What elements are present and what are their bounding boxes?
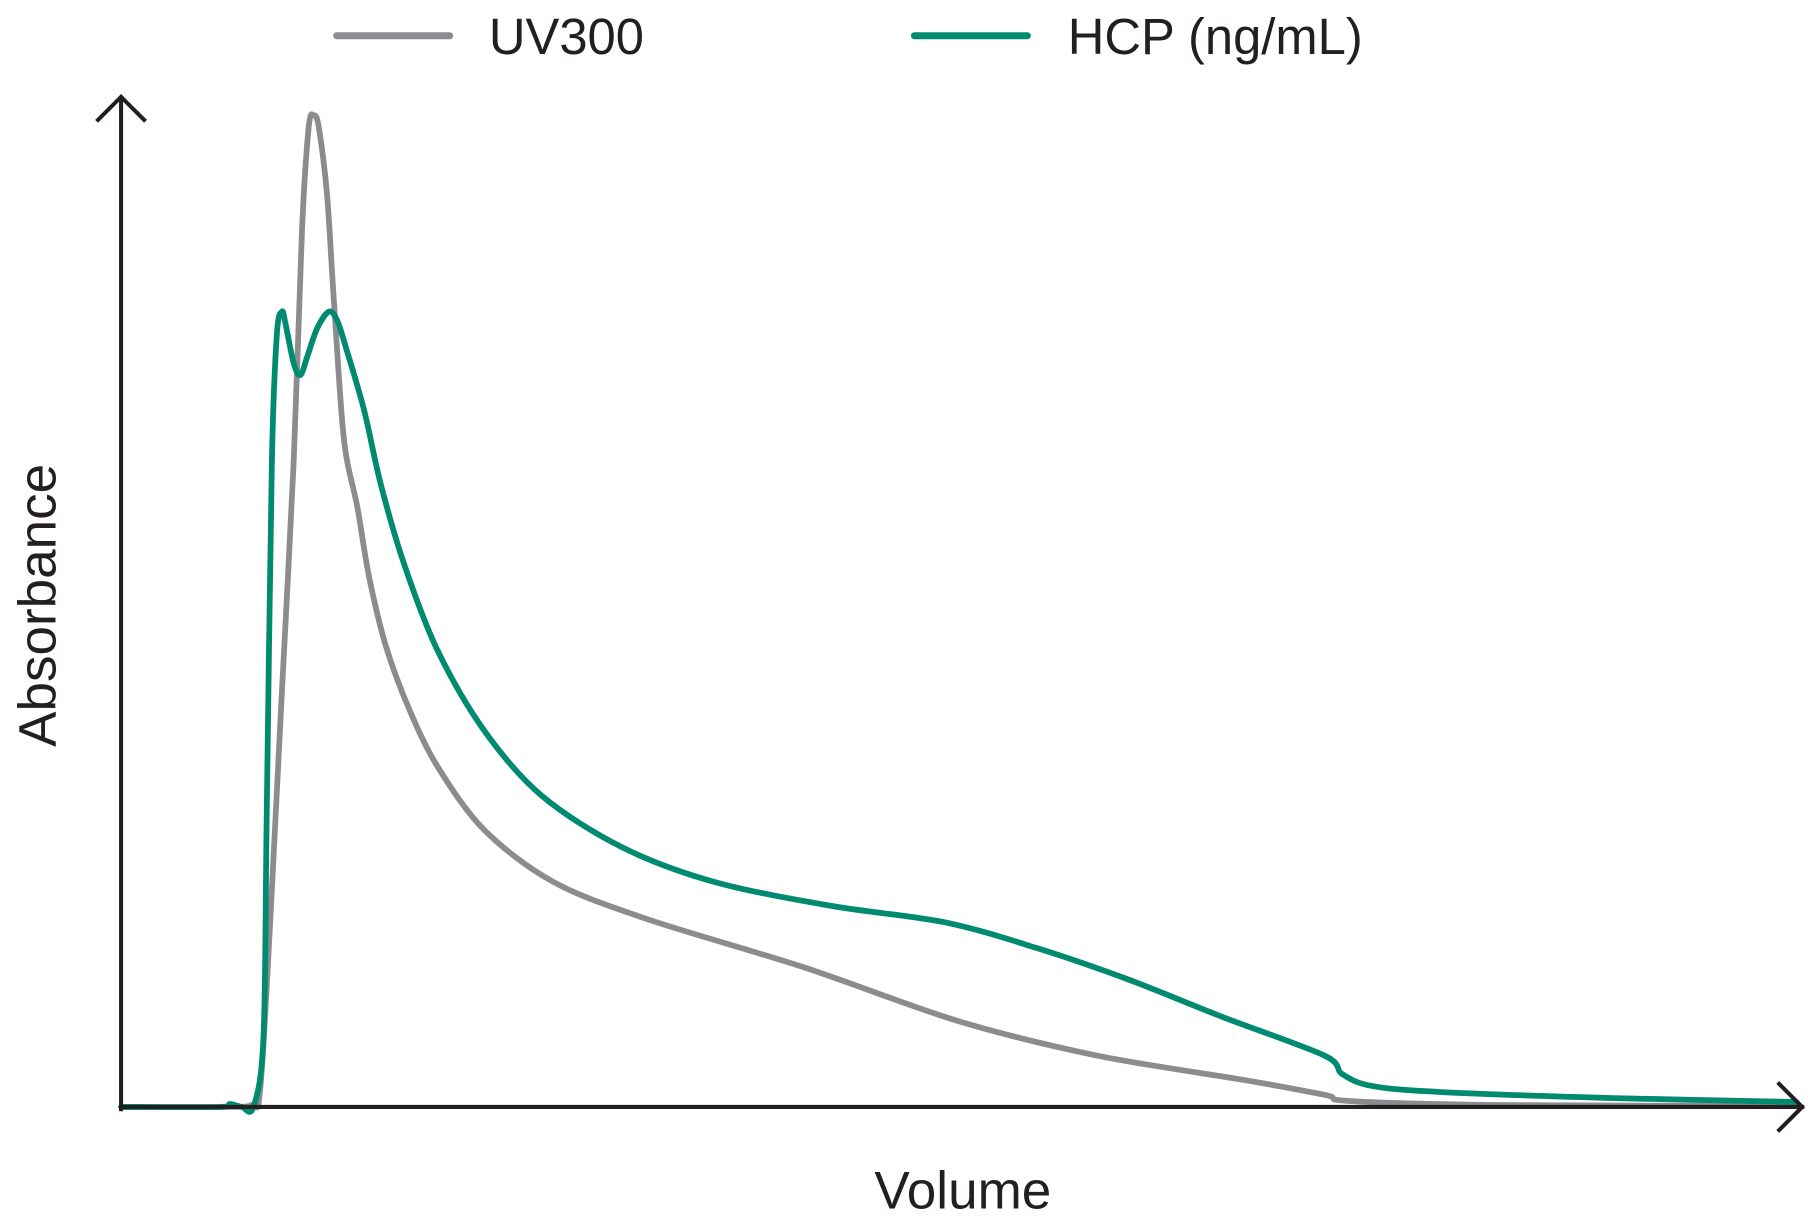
axes (95, 94, 1806, 1133)
legend-label-hcp: HCP (ng/mL) (1068, 8, 1363, 65)
legend: UV300 HCP (ng/mL) (333, 8, 1363, 65)
x-axis-arrow-icon (1776, 1081, 1806, 1133)
series-layer (118, 111, 1800, 1115)
y-axis-arrow-icon (95, 94, 147, 123)
legend-label-uv300: UV300 (489, 8, 644, 65)
series-line-uv300 (118, 111, 1800, 1111)
x-axis-label: Volume (874, 1161, 1051, 1220)
series-line-hcp (118, 308, 1800, 1115)
y-axis-label: Absorbance (8, 464, 67, 747)
